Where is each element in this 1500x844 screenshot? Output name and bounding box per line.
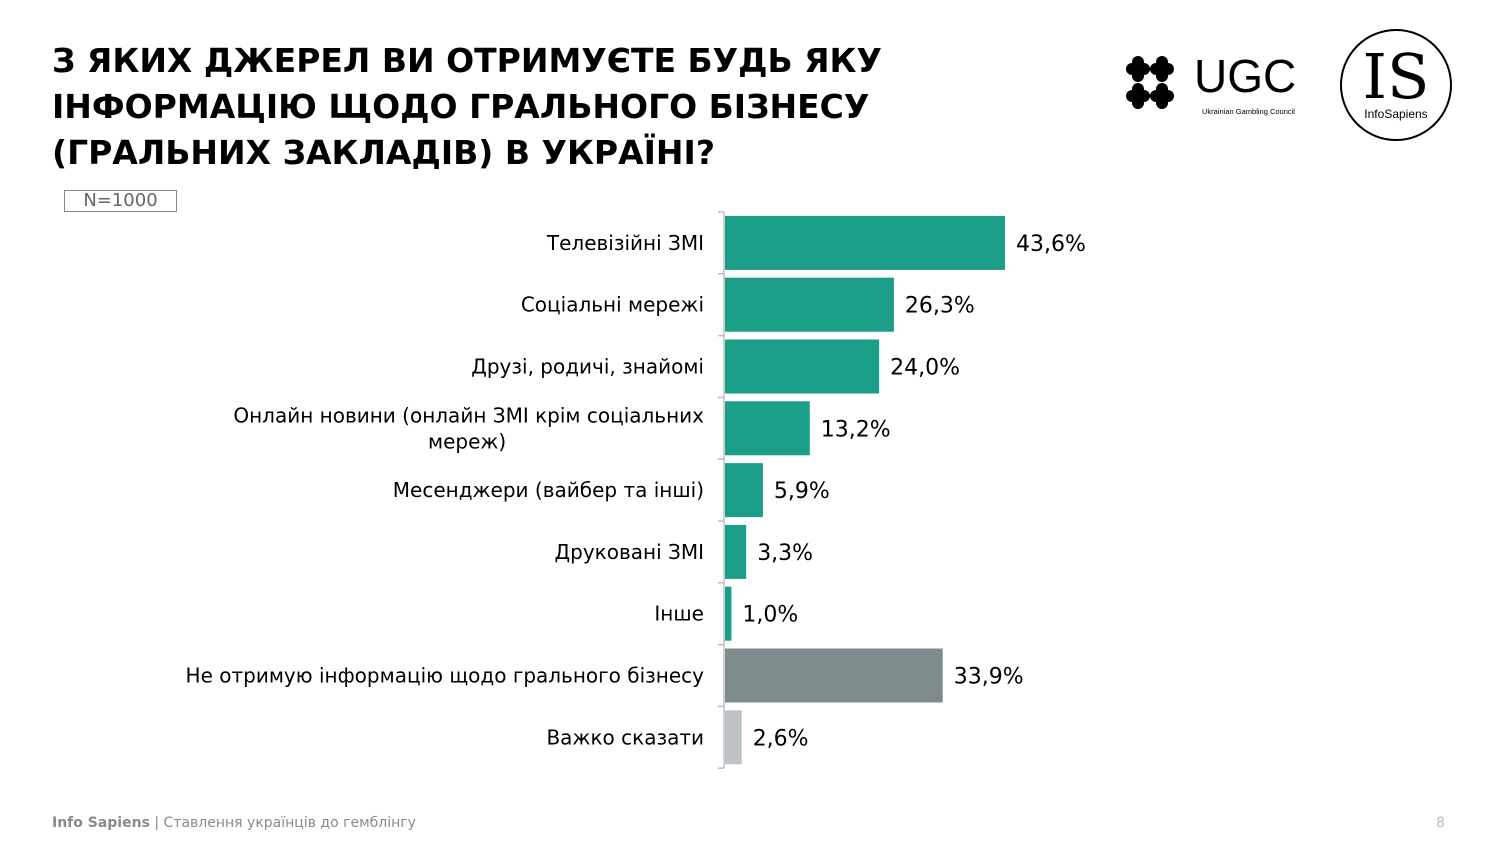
footer-brand: Info Sapiens — [52, 815, 150, 831]
category-label: Друковані ЗМІ — [555, 540, 704, 564]
clover-icon — [1126, 56, 1174, 109]
data-label: 5,9% — [774, 479, 830, 504]
infosapiens-logo: IS InfoSapiens — [1340, 29, 1452, 141]
category-label: Важко сказати — [546, 725, 704, 749]
data-label: 3,3% — [757, 541, 813, 566]
data-label: 33,9% — [954, 665, 1024, 690]
page-number: 8 — [1436, 815, 1445, 831]
data-label: 13,2% — [821, 417, 891, 442]
page-title: З ЯКИХ ДЖЕРЕЛ ВИ ОТРИМУЄТЕ БУДЬ ЯКУ ІНФО… — [52, 41, 882, 172]
category-label: Соціальні мережі — [521, 293, 704, 317]
category-label: мереж) — [428, 429, 506, 453]
infosapiens-logo-text: IS — [1363, 40, 1430, 113]
category-label: Друзі, родичі, знайомі — [471, 355, 704, 379]
footer-subtitle: Ставлення українців до гемблінгу — [163, 815, 416, 831]
ugc-logo: UGC Ukrainian Gambling Council — [1126, 50, 1296, 116]
bar — [725, 524, 747, 579]
bar — [725, 277, 894, 332]
category-label: Інше — [654, 602, 704, 626]
category-label: Телевізійні ЗМІ — [546, 231, 704, 255]
ugc-logo-subtitle: Ukrainian Gambling Council — [1202, 107, 1295, 116]
category-label: Месенджери (вайбер та інші) — [393, 478, 704, 502]
ugc-logo-text: UGC — [1194, 50, 1296, 102]
category-label: Не отримую інформацію щодо грального біз… — [186, 664, 705, 688]
data-label: 43,6% — [1016, 232, 1086, 257]
bar — [725, 586, 732, 641]
data-label: 24,0% — [890, 356, 960, 381]
footer: Info Sapiens | Ставлення українців до ге… — [52, 815, 416, 831]
bar — [725, 710, 742, 765]
bar — [725, 401, 810, 456]
footer-separator: | — [149, 815, 164, 831]
data-label: 26,3% — [905, 294, 975, 319]
infosapiens-logo-subtitle: InfoSapiens — [1364, 107, 1427, 121]
bar — [725, 463, 763, 518]
bar — [725, 648, 943, 703]
data-label: 2,6% — [753, 726, 809, 751]
bar — [725, 215, 1005, 270]
bar — [725, 339, 880, 394]
sample-size-badge: N=1000 — [64, 190, 177, 212]
data-label: 1,0% — [742, 603, 798, 628]
category-label: Онлайн новини (онлайн ЗМІ крім соціальни… — [233, 403, 704, 427]
